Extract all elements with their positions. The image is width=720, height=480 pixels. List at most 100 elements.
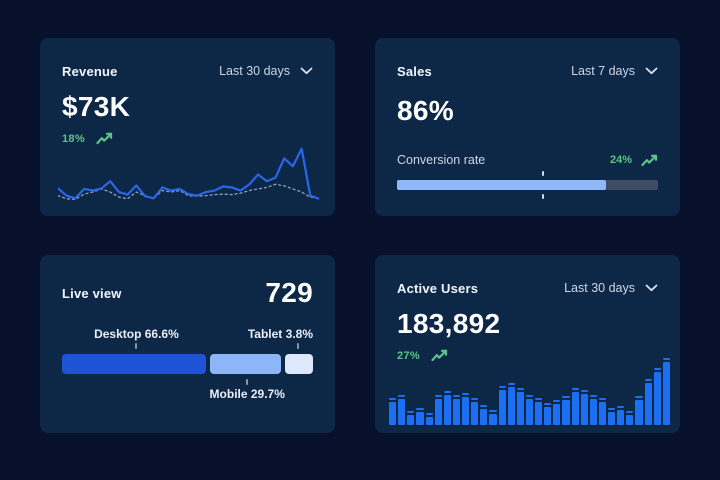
revenue-value: $73K — [62, 91, 131, 122]
user-bar — [662, 358, 670, 425]
active-users-card-title: Active Users — [397, 280, 479, 296]
sales-card-header: Sales Last 7 days — [397, 60, 658, 82]
active-users-range-select[interactable]: Last 30 days — [564, 281, 658, 295]
active-users-delta: 27% — [397, 349, 420, 362]
sales-delta-row: 24% — [610, 154, 658, 167]
user-bar — [635, 396, 643, 425]
user-bar — [416, 407, 424, 425]
user-bar-cap — [480, 404, 488, 407]
revenue-series-previous — [58, 184, 319, 199]
desktop-callout-tick — [135, 343, 138, 349]
user-bar — [589, 394, 597, 425]
segment-tablet — [284, 354, 313, 374]
tablet-callout-tick — [297, 343, 300, 349]
conversion-progress-bar — [397, 171, 658, 199]
user-bar — [644, 379, 652, 425]
mobile-share-label: Mobile 29.7% — [209, 387, 285, 401]
user-bar-cap — [553, 399, 561, 402]
user-bar — [571, 387, 579, 425]
progress-target-marker — [542, 171, 545, 176]
revenue-delta-row: 18% — [62, 132, 313, 145]
user-bar-cap — [544, 402, 552, 405]
active-users-delta-row: 27% — [397, 349, 658, 362]
user-bar — [398, 394, 406, 425]
user-bar-cap — [525, 394, 533, 397]
revenue-series-current — [58, 149, 319, 199]
user-bar — [434, 394, 442, 425]
user-bar — [580, 389, 588, 425]
user-bar-cap — [425, 412, 433, 415]
active-users-bar-chart — [389, 358, 670, 425]
user-bar — [562, 396, 570, 425]
sales-card: Sales Last 7 days 86% Conversion rate 24… — [375, 38, 680, 216]
user-bar-cap — [443, 391, 451, 394]
user-bar — [425, 412, 433, 425]
user-bar-cap — [462, 392, 470, 395]
user-bar-cap — [471, 397, 479, 400]
chevron-down-icon — [645, 284, 658, 292]
user-bar — [452, 394, 460, 425]
user-bar-cap — [434, 394, 442, 397]
revenue-card: Revenue Last 30 days $73K 18% — [40, 38, 335, 216]
device-stacked-bar — [62, 354, 313, 374]
user-bar-cap — [398, 394, 406, 397]
user-bar — [544, 402, 552, 425]
user-bar — [498, 386, 506, 425]
device-breakdown-chart: Desktop 66.6% Tablet 3.8% Mobile 29.7% — [62, 327, 313, 401]
active-users-card-header: Active Users Last 30 days — [397, 277, 658, 299]
user-bar-cap — [635, 396, 643, 399]
user-bar-cap — [389, 397, 397, 400]
progress-target-marker — [542, 194, 545, 199]
user-bar-cap — [644, 379, 652, 382]
sales-delta: 24% — [609, 154, 632, 166]
sales-range-select[interactable]: Last 7 days — [571, 64, 658, 78]
user-bar-cap — [653, 368, 661, 371]
user-bar-cap — [562, 396, 570, 399]
sales-range-label: Last 7 days — [571, 64, 635, 78]
user-bar-cap — [416, 407, 424, 410]
live-view-card-header: Live view 729 — [62, 277, 313, 309]
user-bar — [553, 399, 561, 425]
revenue-card-header: Revenue Last 30 days — [62, 60, 313, 82]
device-labels-bottom: Mobile 29.7% — [62, 379, 313, 401]
conversion-progress-fill — [397, 180, 606, 190]
trending-up-icon — [431, 349, 448, 362]
user-bar — [525, 394, 533, 425]
desktop-share-label: Desktop 66.6% — [94, 327, 179, 341]
active-users-range-label: Last 30 days — [564, 281, 635, 295]
user-bar-cap — [580, 389, 588, 392]
revenue-line-chart — [58, 145, 319, 204]
conversion-rate-label: Conversion rate — [397, 153, 486, 167]
user-bar — [626, 410, 634, 425]
user-bar — [598, 397, 606, 425]
user-bar-cap — [507, 382, 515, 385]
user-bar-cap — [498, 386, 506, 389]
user-bar-cap — [571, 387, 579, 390]
user-bar — [480, 404, 488, 425]
revenue-range-label: Last 30 days — [219, 64, 290, 78]
user-bar — [471, 397, 479, 425]
user-bar — [535, 397, 543, 425]
active-users-value: 183,892 — [397, 308, 501, 339]
user-bar — [443, 391, 451, 425]
live-view-card: Live view 729 Desktop 66.6% Tablet 3.8% M… — [40, 255, 335, 433]
revenue-range-select[interactable]: Last 30 days — [219, 64, 313, 78]
sales-card-title: Sales — [397, 63, 432, 79]
user-bar — [608, 407, 616, 425]
user-bar — [489, 409, 497, 425]
segment-desktop — [62, 354, 207, 374]
user-bar — [389, 397, 397, 425]
user-bar-cap — [535, 397, 543, 400]
user-bar — [407, 410, 415, 425]
user-bar-cap — [626, 410, 634, 413]
revenue-card-title: Revenue — [62, 63, 118, 79]
chevron-down-icon — [645, 67, 658, 75]
user-bar-cap — [452, 394, 460, 397]
segment-mobile — [210, 354, 281, 374]
user-bar-cap — [617, 405, 625, 408]
trending-up-icon — [641, 154, 658, 166]
user-bar-cap — [489, 409, 497, 412]
tablet-share-label: Tablet 3.8% — [247, 327, 313, 341]
user-bar-cap — [608, 407, 616, 410]
